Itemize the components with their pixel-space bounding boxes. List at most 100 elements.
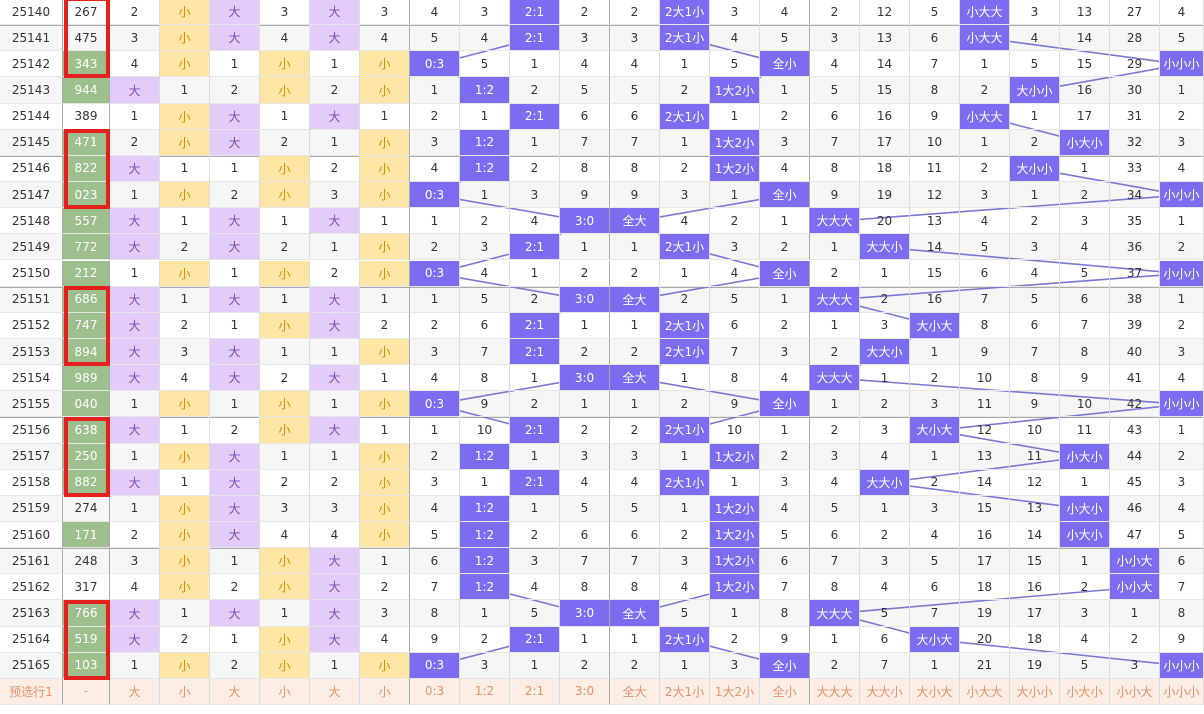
cell: 14: [960, 469, 1010, 496]
cell: 小: [360, 51, 410, 78]
cell: 1: [660, 51, 710, 78]
row-bg: [0, 234, 1204, 261]
cell: 1: [210, 260, 260, 287]
cell: 2: [960, 77, 1010, 104]
cell: 8: [610, 155, 660, 183]
cell: 19: [1010, 652, 1060, 679]
cell: 小大大: [960, 25, 1010, 52]
cell: 1: [460, 182, 510, 209]
cell: 全小: [760, 182, 810, 209]
cell: 大: [210, 103, 260, 130]
cell: 小: [360, 391, 410, 418]
cell: 5: [910, 0, 960, 26]
cell: 1:2: [460, 129, 510, 156]
cell: 2: [1060, 182, 1110, 209]
footer-cell: 大小小: [1010, 678, 1060, 706]
cell: 4: [560, 469, 610, 496]
cell: 5: [410, 25, 460, 52]
cell: 2大1小: [660, 338, 710, 366]
cell: 1: [460, 103, 510, 130]
cell: 11: [910, 155, 960, 183]
cell: 大: [210, 129, 260, 156]
cell: 小: [160, 652, 210, 679]
cell: 3: [760, 129, 810, 156]
cell: 3: [1060, 600, 1110, 627]
cell: 44: [1110, 443, 1160, 470]
cell: 2:1: [510, 234, 560, 261]
footer-cell: -: [63, 678, 110, 706]
cell: 4: [760, 0, 810, 26]
cell: 2: [560, 652, 610, 679]
cell: 4: [760, 495, 810, 522]
cell: 6: [910, 574, 960, 601]
cell: 大: [310, 574, 360, 601]
cell: 1大2小: [710, 443, 760, 470]
cell: 小: [360, 234, 410, 261]
cell: 13: [910, 208, 960, 235]
cell: 2: [310, 469, 360, 496]
cell: 小: [160, 495, 210, 522]
cell: 大: [210, 25, 260, 52]
cell: 1: [210, 626, 260, 653]
footer-cell: 1大2小: [710, 678, 760, 706]
cell: 5: [510, 600, 560, 627]
cell: 10: [710, 417, 760, 444]
cell: 小: [160, 443, 210, 470]
cell: 519: [63, 626, 110, 653]
cell: 3:0: [560, 286, 610, 313]
cell: 大: [110, 338, 160, 366]
cell: 6: [810, 522, 860, 549]
cell: 2大1小: [660, 312, 710, 339]
cell: 4: [460, 260, 510, 287]
cell: 1: [210, 312, 260, 339]
footer-cell: 大大小: [860, 678, 910, 706]
cell: 1: [1060, 155, 1110, 183]
cell: 1: [410, 77, 460, 104]
cell: 2: [610, 338, 660, 366]
footer-cell: 全大: [610, 678, 660, 706]
cell: 2: [760, 103, 810, 130]
cell: 1: [360, 365, 410, 392]
cell: 4: [1060, 626, 1110, 653]
cell: 小小小: [1160, 182, 1204, 209]
cell: 47: [1110, 522, 1160, 549]
cell: 小: [260, 652, 310, 679]
cell: 25147: [0, 182, 63, 209]
cell: 9: [1060, 365, 1110, 392]
cell: 2: [360, 312, 410, 339]
cell: 大: [310, 103, 360, 130]
cell: 2: [260, 129, 310, 156]
cell: 1: [210, 548, 260, 575]
cell: 4: [110, 574, 160, 601]
cell: 4: [710, 25, 760, 52]
cell: 16: [860, 103, 910, 130]
row-bg: [0, 155, 1204, 184]
cell: 2:1: [510, 25, 560, 52]
cell: 大: [210, 234, 260, 261]
cell: 2: [410, 443, 460, 470]
cell: 6: [560, 103, 610, 130]
cell: 686: [63, 286, 110, 313]
cell: 8: [560, 574, 610, 601]
cell: 15: [910, 260, 960, 287]
cell: 2: [560, 338, 610, 366]
cell: 大小小: [1010, 77, 1060, 104]
cell: 1: [110, 182, 160, 209]
cell: 7: [610, 129, 660, 156]
cell: 1: [310, 51, 360, 78]
cell: 3: [960, 182, 1010, 209]
cell: 8: [460, 365, 510, 392]
cell: 1: [710, 469, 760, 496]
cell: 1大2小: [710, 495, 760, 522]
cell: 0:3: [410, 652, 460, 679]
cell: 3: [560, 25, 610, 52]
cell: 25143: [0, 77, 63, 104]
cell: 5: [460, 286, 510, 313]
cell: 36: [1110, 234, 1160, 261]
cell: 大: [210, 469, 260, 496]
cell: 1: [210, 391, 260, 418]
cell: 2:1: [510, 417, 560, 444]
cell: 大: [210, 338, 260, 366]
row-bg: [0, 469, 1204, 496]
cell: 1: [310, 129, 360, 156]
